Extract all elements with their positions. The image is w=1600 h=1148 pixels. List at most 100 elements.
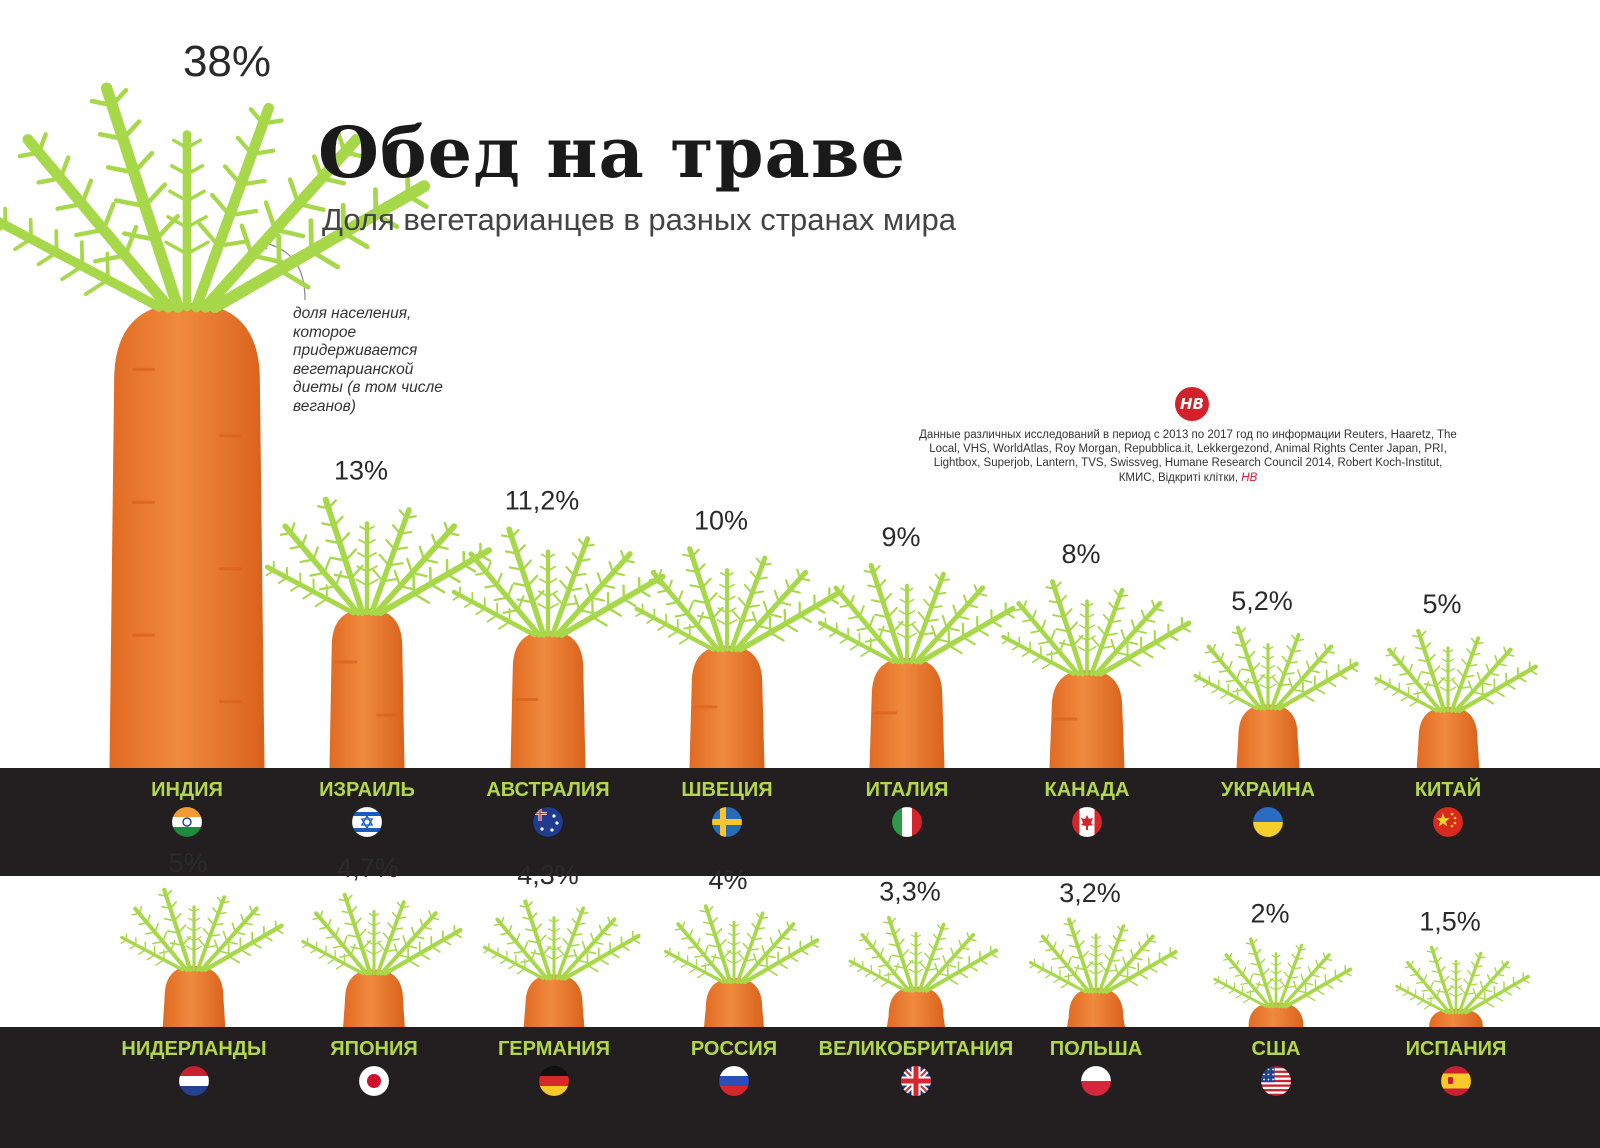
carrot-leaflet: [1272, 676, 1281, 687]
carrot-leaflet: [120, 939, 128, 944]
carrot-leaflet: [373, 912, 380, 917]
carrot-leaflet: [880, 980, 890, 987]
carrot-leaflet: [1349, 666, 1359, 673]
carrot-leaflet: [79, 178, 94, 207]
carrot-leaflet: [138, 921, 148, 926]
carrot-leaflet: [332, 944, 345, 949]
carrot-value-label: 9%: [881, 522, 920, 552]
japan-flag-icon: [358, 1065, 390, 1097]
carrot-leaflet: [1049, 629, 1056, 643]
carrot-value-label: 8%: [1061, 539, 1100, 569]
carrot-leaflet: [909, 960, 917, 965]
carrot-leaflet: [759, 916, 768, 920]
carrot-bar: [1395, 945, 1530, 1027]
carrot-bar: [1028, 917, 1178, 1027]
carrot-leaflet: [323, 558, 331, 575]
carrot-leaflet: [697, 971, 707, 979]
carrot-leaflet: [1059, 949, 1065, 959]
carrot-leaflet: [1270, 962, 1277, 967]
carrot-leaflet: [831, 592, 842, 597]
carrot-leaflet: [55, 201, 85, 211]
carrot-leaflet: [1279, 683, 1292, 687]
carrot-leaflet: [517, 595, 525, 612]
carrot-leaflet: [500, 916, 505, 925]
carrot-leaflet: [1420, 671, 1434, 675]
carrot-leaflet: [924, 952, 932, 961]
carrot-leaflet: [1344, 971, 1352, 977]
carrot-leaflet: [743, 583, 754, 595]
carrot-leaflet: [1268, 986, 1277, 991]
carrot-leaf-stem: [1040, 934, 1091, 994]
carrot-value-label: 5,2%: [1231, 586, 1293, 616]
carrot-leaflet: [164, 240, 189, 256]
carrot-leaflet: [818, 624, 827, 631]
carrot-leaflet: [1169, 954, 1178, 960]
carrot-leaflet: [217, 950, 231, 955]
carrot-leaflet: [1091, 637, 1102, 650]
carrot-leaflet: [937, 937, 946, 941]
carrot-leaflet: [1409, 700, 1419, 707]
carrot-leaflet: [1100, 645, 1115, 650]
carrot-leaf-stem: [208, 180, 431, 314]
carrot-leaflet: [646, 617, 656, 624]
carrot-leaflet: [674, 927, 683, 931]
carrot-leaflet: [877, 628, 894, 634]
carrot-leaflet: [300, 534, 308, 548]
carrot-leaflet: [839, 636, 850, 644]
carrot-leaflet: [1432, 947, 1439, 954]
carrot-leaflet: [761, 562, 772, 567]
carrot-leaflet: [1240, 982, 1251, 986]
carrot-leaflet: [506, 941, 518, 945]
carrot-leaflet: [1053, 581, 1062, 590]
carrot-leaflet: [1258, 958, 1266, 966]
carrot-leaflet: [667, 579, 673, 592]
carrot-leaflet: [240, 914, 245, 924]
carrot-leaflet: [886, 955, 892, 966]
carrot-leaflet: [1116, 925, 1123, 932]
carrot-leaflet: [788, 955, 799, 963]
carrot-leaflet: [751, 611, 759, 627]
carrot-leaflet: [373, 922, 381, 927]
carrot-leaflet: [1095, 952, 1103, 958]
carrot-leaf-stem: [921, 933, 976, 993]
carrot-leaflet: [342, 935, 348, 947]
carrot-leaflet: [382, 932, 391, 942]
carrot-leaflet: [545, 954, 555, 961]
carrot-leaflet: [1287, 661, 1298, 664]
carrot-leaflet: [310, 948, 318, 954]
carrot-leaflet: [1436, 990, 1447, 994]
carrot-leaflet: [785, 579, 791, 592]
carrot-leaflet: [1475, 996, 1487, 1001]
carrot-leaflet: [1086, 646, 1097, 653]
carrot-leaflet: [1435, 956, 1442, 964]
carrot-leaflet: [601, 932, 611, 936]
carrot-leaflet: [1001, 638, 1010, 645]
carrot-leaflet: [1468, 983, 1478, 986]
ukraine-flag-icon: [1252, 806, 1284, 838]
carrot-leaflet: [508, 963, 517, 970]
carrot-leaflet: [745, 604, 761, 609]
carrot-leaflet: [205, 945, 218, 949]
carrot-leaf-stem: [1453, 647, 1513, 713]
carrot-leaflet: [685, 568, 699, 574]
carrot-leaflet: [798, 614, 812, 624]
carrot-leaflet: [1213, 980, 1220, 985]
carrot-leaflet: [430, 917, 440, 921]
carrot-leaflet: [1014, 607, 1025, 612]
carrot-leaflet: [799, 577, 811, 582]
carrot-leaflet: [526, 901, 533, 909]
carrot-leaflet: [915, 951, 923, 956]
carrot-leaflet: [534, 923, 543, 932]
carrot-leaflet: [1066, 933, 1076, 937]
carrot-leaflet: [1467, 663, 1478, 667]
carrot-leaflet: [227, 955, 241, 964]
carrot-leaflet: [538, 578, 549, 585]
carrot-leaflet: [419, 918, 424, 928]
carrot-leaflet: [366, 940, 375, 946]
carrot-leaflet: [109, 87, 129, 108]
carrot-leaflet: [678, 636, 691, 645]
carrot-leaf-stem: [195, 895, 227, 972]
carrot-leaflet: [373, 949, 383, 956]
carrot-leaflet: [339, 954, 352, 958]
carrot-leaflet: [1442, 649, 1449, 654]
